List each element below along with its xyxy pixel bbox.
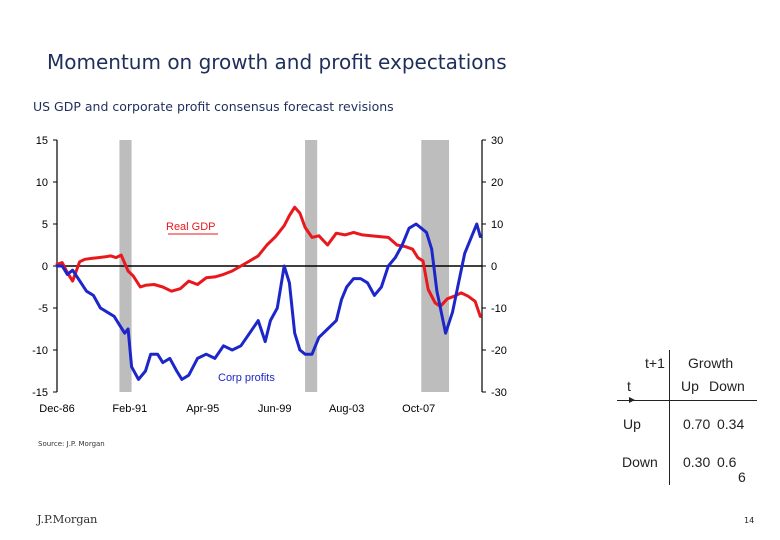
right-axis-tick-label: -20 bbox=[491, 345, 507, 357]
left-axis-tick-label: 10 bbox=[36, 177, 48, 189]
left-axis-tick-label: 15 bbox=[36, 135, 48, 147]
matrix-col-up: Up bbox=[681, 378, 699, 394]
real-gdp-label: Real GDP bbox=[166, 221, 216, 233]
matrix-row-down: Down bbox=[622, 454, 658, 470]
left-axis-tick-label: -15 bbox=[32, 387, 48, 399]
right-axis-tick-label: 20 bbox=[491, 177, 503, 189]
left-axis-tick-label: -5 bbox=[38, 303, 48, 315]
corp-profits-line bbox=[55, 222, 482, 381]
x-axis-tick-label: Apr-95 bbox=[186, 403, 219, 415]
right-axis-tick-label: 10 bbox=[491, 219, 503, 231]
matrix-cell-up-up: 0.70 bbox=[683, 416, 711, 432]
x-axis-tick-label: Aug-03 bbox=[329, 403, 364, 415]
matrix-row-up: Up bbox=[623, 416, 641, 432]
x-axis-tick-label: Dec-86 bbox=[39, 403, 74, 415]
left-axis-tick-label: 5 bbox=[42, 219, 48, 231]
matrix-vertical-rule bbox=[669, 350, 670, 485]
matrix-row-header: t bbox=[627, 378, 631, 394]
matrix-arrow-icon bbox=[629, 397, 635, 403]
matrix-cell-up-down: 0.34 bbox=[717, 416, 745, 432]
matrix-col-down: Down bbox=[709, 378, 745, 394]
left-axis-tick-label: -10 bbox=[32, 345, 48, 357]
chart-subtitle: US GDP and corporate profit consensus fo… bbox=[33, 99, 394, 114]
matrix-cell-down-down: 0.6 bbox=[717, 454, 737, 470]
matrix-col-header: t+1 bbox=[645, 355, 665, 371]
matrix-group-label: Growth bbox=[688, 355, 734, 371]
matrix-cell-down-down-wrap: 6 bbox=[738, 469, 746, 485]
matrix-cell-down-up: 0.30 bbox=[683, 454, 711, 470]
right-axis-tick-label: -30 bbox=[491, 387, 507, 399]
matrix-horizontal-rule bbox=[617, 400, 757, 401]
jpmorgan-logo: J.P.Morgan bbox=[37, 512, 98, 526]
slide-title: Momentum on growth and profit expectatio… bbox=[47, 50, 507, 74]
left-axis-tick-label: 0 bbox=[42, 261, 48, 273]
right-axis-tick-label: 30 bbox=[491, 135, 503, 147]
page-number: 14 bbox=[744, 516, 755, 525]
x-axis-tick-label: Oct-07 bbox=[402, 403, 435, 415]
corp-profits-label: Corp profits bbox=[218, 372, 275, 384]
real-gdp-line bbox=[55, 205, 482, 318]
x-axis-tick-label: Feb-91 bbox=[112, 403, 147, 415]
right-axis-tick-label: 0 bbox=[491, 261, 497, 273]
right-axis-tick-label: -10 bbox=[491, 303, 507, 315]
x-axis-tick-label: Jun-99 bbox=[258, 403, 292, 415]
source-note: Source: J.P. Morgan bbox=[38, 440, 105, 448]
